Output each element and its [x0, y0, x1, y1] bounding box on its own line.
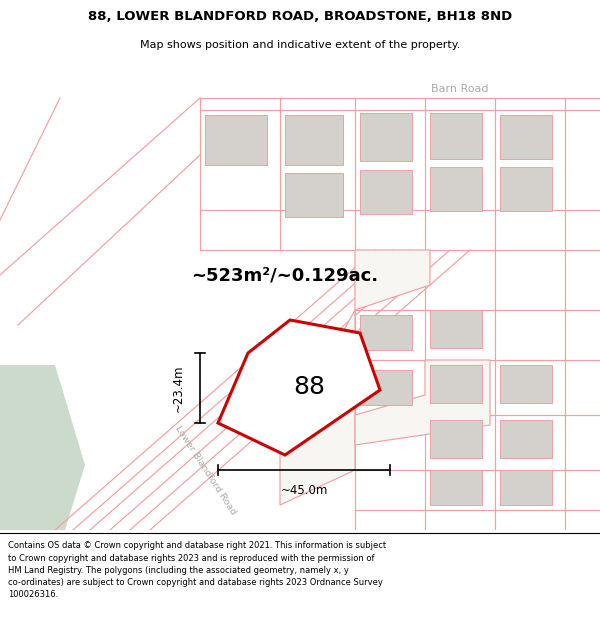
Polygon shape — [218, 320, 380, 455]
Text: ~23.4m: ~23.4m — [172, 364, 185, 412]
Bar — [430, 167, 482, 211]
Text: Map shows position and indicative extent of the property.: Map shows position and indicative extent… — [140, 40, 460, 50]
Bar — [360, 315, 412, 350]
Bar — [285, 173, 343, 217]
Polygon shape — [0, 365, 85, 530]
Text: ~523m²/~0.129ac.: ~523m²/~0.129ac. — [191, 266, 379, 284]
Bar — [360, 370, 412, 405]
Text: 88, LOWER BLANDFORD ROAD, BROADSTONE, BH18 8ND: 88, LOWER BLANDFORD ROAD, BROADSTONE, BH… — [88, 10, 512, 23]
Polygon shape — [355, 360, 490, 445]
Text: Barn Road: Barn Road — [431, 84, 489, 94]
Bar — [500, 115, 552, 159]
Text: ~45.0m: ~45.0m — [280, 484, 328, 496]
Bar — [430, 113, 482, 159]
Polygon shape — [355, 250, 430, 310]
Bar — [430, 420, 482, 458]
Text: 88: 88 — [293, 375, 325, 399]
Bar — [430, 365, 482, 403]
Bar — [430, 470, 482, 505]
Bar — [205, 115, 267, 165]
Polygon shape — [280, 310, 355, 505]
Bar — [500, 365, 552, 403]
Bar — [430, 310, 482, 348]
Text: Contains OS data © Crown copyright and database right 2021. This information is : Contains OS data © Crown copyright and d… — [8, 541, 386, 599]
Bar — [500, 420, 552, 458]
Bar — [360, 170, 412, 214]
Text: Lower Blandford Road: Lower Blandford Road — [173, 424, 237, 516]
Bar — [500, 167, 552, 211]
Bar — [285, 115, 343, 165]
Bar — [360, 113, 412, 161]
Bar — [500, 470, 552, 505]
